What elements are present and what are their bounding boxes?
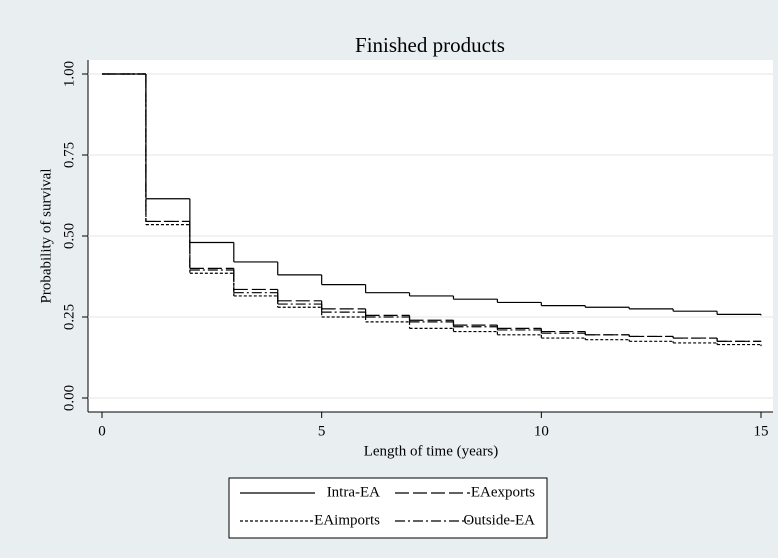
x-tick-label: 10 — [534, 423, 549, 439]
x-tick-label: 0 — [98, 423, 106, 439]
legend-label: Outside-EA — [463, 512, 535, 528]
chart-title: Finished products — [355, 33, 505, 57]
y-tick-label: 1.00 — [61, 61, 77, 87]
legend-label: EAexports — [471, 484, 535, 500]
y-tick-label: 0.75 — [61, 142, 77, 168]
y-tick-label: 0.00 — [61, 385, 77, 411]
legend-label: Intra-EA — [327, 484, 380, 500]
y-tick-label: 0.25 — [61, 304, 77, 330]
legend-label: EAimports — [314, 512, 380, 528]
y-axis-label: Probability of survival — [38, 169, 54, 304]
legend — [228, 477, 548, 539]
y-tick-label: 0.50 — [61, 223, 77, 249]
x-axis-label: Length of time (years) — [364, 443, 499, 459]
x-tick-label: 5 — [318, 423, 326, 439]
x-tick-label: 15 — [754, 423, 769, 439]
